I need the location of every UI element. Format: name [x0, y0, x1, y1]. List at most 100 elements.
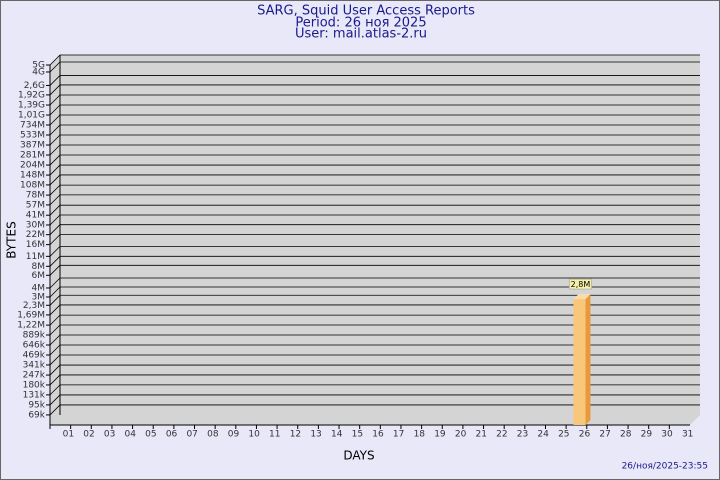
y-tick-label: 281M [20, 151, 45, 161]
x-tick-label: 24 [537, 430, 549, 440]
grid-line [49, 304, 700, 316]
y-tick-label: 16M [26, 240, 45, 250]
value-label: 2,8M [571, 280, 591, 289]
bar-top [573, 294, 591, 300]
x-tick-label: 10 [248, 430, 260, 440]
grid-line [49, 194, 700, 206]
y-tick-label: 1,69M [17, 310, 45, 320]
grid-line [49, 394, 700, 406]
bar-side [585, 294, 591, 425]
y-tick-label: 95k [28, 400, 45, 410]
x-tick-label: 07 [186, 430, 197, 440]
grid-line [49, 354, 700, 366]
x-tick-label: 23 [517, 430, 528, 440]
x-tick-label: 16 [372, 430, 384, 440]
grid-line [49, 144, 700, 156]
grid-line [49, 374, 700, 386]
y-tick-label: 78M [26, 191, 45, 201]
y-tick-label: 8M [32, 262, 46, 272]
x-tick-label: 22 [496, 430, 507, 440]
grid-line [49, 344, 700, 356]
y-tick-label: 889k [23, 331, 46, 341]
y-tick-label: 646k [23, 340, 46, 350]
grid-line [49, 184, 700, 196]
y-tick-label: 5G [32, 61, 45, 71]
y-tick-label: 204M [20, 161, 45, 171]
x-tick-label: 14 [331, 430, 343, 440]
y-tick-label: 533M [20, 131, 45, 141]
y-tick-label: 4M [32, 283, 46, 293]
grid-line [49, 54, 700, 66]
x-tick-label: 08 [207, 430, 219, 440]
grid-line [49, 134, 700, 146]
y-tick-label: 180k [23, 380, 46, 390]
y-tick-label: 6M [32, 271, 46, 281]
x-tick-label: 30 [661, 430, 673, 440]
x-tick-label: 13 [310, 430, 321, 440]
chart-subtitle: Period: 26 ноя 2025 [295, 16, 426, 31]
grid-line [49, 75, 700, 86]
grid-line [49, 404, 700, 416]
y-tick-label: 69k [28, 410, 45, 420]
x-tick-label: 06 [166, 430, 178, 440]
grid-line [49, 334, 700, 346]
grid-line [49, 314, 700, 326]
x-tick-label: 01 [63, 430, 74, 440]
y-tick-label: 4G [32, 67, 45, 77]
y-tick-label: 387M [20, 141, 45, 151]
grid-line [49, 174, 700, 186]
grid-line [49, 164, 700, 176]
grid-line [49, 104, 700, 116]
x-tick-label: 17 [393, 430, 404, 440]
grid-line [49, 324, 700, 336]
y-tick-label: 57M [26, 200, 45, 210]
x-tick-label: 04 [125, 430, 137, 440]
y-tick-label: 469k [23, 351, 46, 361]
grid-line [49, 94, 700, 106]
x-tick-label: 28 [620, 430, 632, 440]
grid-line [49, 245, 700, 257]
y-tick-label: 22M [26, 230, 45, 240]
y-tick-label: 2,3M [23, 301, 45, 311]
x-tick-label: 26 [579, 430, 591, 440]
y-axis-label: BYTES [5, 221, 19, 258]
grid-line [49, 294, 700, 306]
x-tick-label: 29 [641, 430, 653, 440]
x-tick-label: 31 [682, 430, 693, 440]
y-tick-label: 30M [26, 220, 45, 230]
y-tick-label: 2,6G [24, 81, 45, 91]
x-tick-label: 21 [475, 430, 486, 440]
grid-line [49, 277, 700, 289]
grid-line [49, 224, 700, 235]
grid-line [49, 204, 700, 216]
y-tick-label: 1,22M [17, 321, 45, 331]
x-tick-label: 05 [145, 430, 156, 440]
x-tick-label: 19 [434, 430, 446, 440]
y-tick-label: 131k [23, 390, 46, 400]
x-tick-label: 20 [455, 430, 467, 440]
x-tick-label: 11 [269, 430, 280, 440]
x-tick-label: 02 [83, 430, 94, 440]
x-tick-label: 18 [414, 430, 426, 440]
grid-line [49, 286, 700, 298]
chart-title: SARG, Squid User Access Reports [257, 4, 475, 19]
grid-line [49, 364, 700, 376]
grid-line [49, 214, 700, 226]
grid-line [49, 384, 700, 396]
y-tick-label: 247k [23, 371, 46, 381]
grid-line [49, 114, 700, 126]
grid-line [49, 255, 700, 267]
y-tick-label: 148M [20, 171, 45, 181]
x-tick-label: 25 [558, 430, 569, 440]
bar [573, 299, 586, 425]
y-tick-label: 108M [20, 180, 45, 190]
value-label-box [568, 278, 592, 290]
y-tick-label: 1,92G [18, 90, 45, 100]
x-axis-label: DAYS [343, 449, 374, 463]
grid-line [49, 61, 700, 73]
y-tick-label: 1,01G [18, 111, 45, 121]
y-tick-label: 41M [26, 211, 45, 221]
y-tick-label: 3M [32, 292, 46, 302]
y-tick-label: 11M [26, 252, 45, 262]
